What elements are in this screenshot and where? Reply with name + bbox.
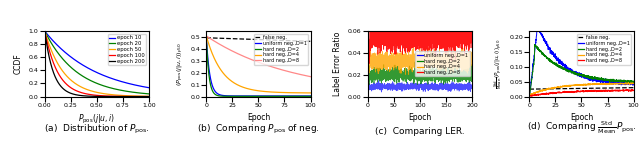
X-axis label: Epoch: Epoch (570, 113, 593, 122)
X-axis label: Epoch: Epoch (247, 113, 270, 122)
Legend: false neg., uniform neg.,D=1, hard neg.,D=2, hard neg.,D=4, hard neg.,D=8: false neg., uniform neg.,D=1, hard neg.,… (577, 34, 631, 64)
Text: (c)  Comparing LER.: (c) Comparing LER. (375, 127, 465, 136)
Text: (b)  Comparing $P_{\mathrm{pos}}$ of neg.: (b) Comparing $P_{\mathrm{pos}}$ of neg. (197, 123, 320, 136)
Y-axis label: $(P_{\mathrm{pos}}(j|u, i))_{p50}$: $(P_{\mathrm{pos}}(j|u, i))_{p50}$ (175, 42, 185, 86)
X-axis label: Epoch: Epoch (408, 113, 431, 122)
Legend: false neg., uniform neg.,D=1, hard neg.,D=2, hard neg.,D=4, hard neg.,D=8: false neg., uniform neg.,D=1, hard neg.,… (254, 34, 308, 64)
Legend: epoch 10, epoch 20, epoch 50, epoch 100, epoch 200: epoch 10, epoch 20, epoch 50, epoch 100,… (108, 34, 147, 65)
Text: (a)  Distribution of $P_{\mathrm{pos}}$.: (a) Distribution of $P_{\mathrm{pos}}$. (44, 123, 150, 136)
Y-axis label: $\frac{\mathrm{Std}}{\mathrm{Mean}}(P_{\mathrm{pos}}(j|u, i))_{p50}$: $\frac{\mathrm{Std}}{\mathrm{Mean}}(P_{\… (492, 39, 504, 89)
X-axis label: $P_{\mathrm{pos}}(j|u, i)$: $P_{\mathrm{pos}}(j|u, i)$ (78, 113, 115, 127)
Y-axis label: CCDF: CCDF (14, 54, 23, 74)
Text: (d)  Comparing $\frac{\mathrm{Std}}{\mathrm{Mean}}P_{\mathrm{pos}}$.: (d) Comparing $\frac{\mathrm{Std}}{\math… (527, 120, 636, 136)
Y-axis label: Label Error Ratio: Label Error Ratio (333, 32, 342, 96)
Legend: uniform neg.,D=1, hard neg.,D=2, hard neg.,D=4, hard neg.,D=8: uniform neg.,D=1, hard neg.,D=2, hard ne… (415, 51, 470, 76)
